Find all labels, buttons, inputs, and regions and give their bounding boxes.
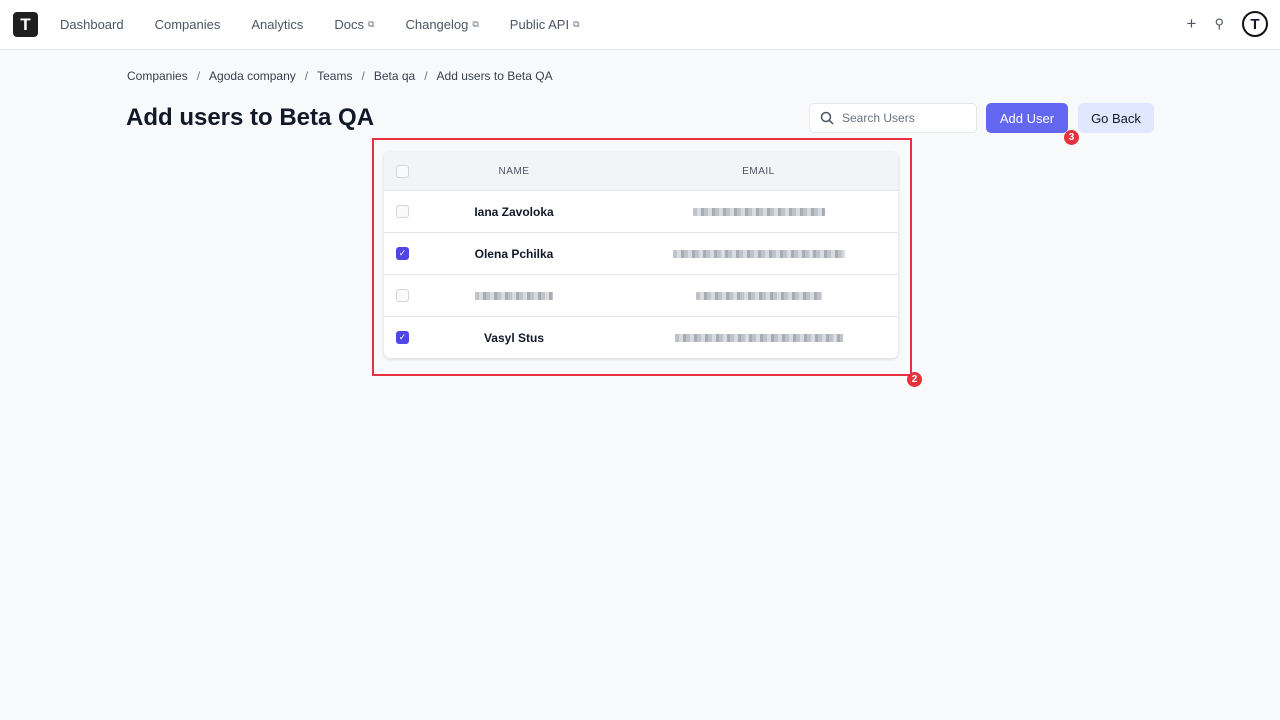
nav-label: Public API — [509, 17, 570, 32]
annotation-badge: 2 — [907, 372, 922, 387]
breadcrumb-current: Add users to Beta QA — [436, 69, 553, 83]
column-email: EMAIL — [742, 165, 775, 177]
nav-dashboard[interactable]: Dashboard — [60, 17, 124, 32]
table-row[interactable] — [384, 274, 898, 316]
search-icon — [820, 111, 834, 125]
nav-changelog[interactable]: Changelog ⧉ — [405, 17, 478, 32]
breadcrumb-company[interactable]: Agoda company — [209, 69, 296, 83]
nav-docs[interactable]: Docs ⧉ — [334, 17, 374, 32]
logo[interactable]: T — [13, 12, 38, 37]
select-all-checkbox[interactable] — [396, 164, 409, 178]
nav-analytics[interactable]: Analytics — [251, 17, 303, 32]
nav-public-api[interactable]: Public API ⧉ — [510, 17, 580, 32]
external-link-icon: ⧉ — [472, 19, 479, 29]
help-search-icon[interactable]: ⚲ — [1214, 16, 1224, 31]
breadcrumb-teams[interactable]: Teams — [317, 69, 353, 83]
add-user-button[interactable]: Add User — [986, 103, 1068, 133]
breadcrumb-separator: / — [196, 69, 201, 83]
user-email-redacted — [619, 289, 898, 303]
row-checkbox[interactable] — [396, 289, 409, 302]
breadcrumb-separator: / — [304, 69, 309, 83]
column-name: NAME — [498, 165, 530, 177]
row-checkbox[interactable]: ✓ — [396, 331, 409, 344]
highlight-box — [372, 138, 912, 376]
breadcrumb-separator: / — [361, 69, 365, 83]
top-nav: T Dashboard Companies Analytics Docs ⧉ Ch… — [0, 0, 1280, 50]
breadcrumb-companies[interactable]: Companies — [127, 69, 188, 83]
avatar[interactable]: T — [1242, 11, 1268, 37]
annotation-badge: 3 — [1064, 130, 1079, 145]
search-placeholder: Search Users — [842, 111, 915, 125]
table-row[interactable]: Iana Zavoloka — [384, 190, 898, 232]
user-name: Vasyl Stus — [483, 330, 545, 345]
user-email-redacted — [619, 247, 898, 261]
nav-label: Companies — [154, 17, 221, 32]
users-table: NAME EMAIL Iana Zavoloka ✓ Olena Pchilka… — [384, 152, 898, 358]
page-title: Add users to Beta QA — [126, 104, 375, 131]
user-name: Olena Pchilka — [474, 246, 554, 261]
plus-icon[interactable]: + — [1186, 14, 1197, 33]
nav-companies[interactable]: Companies — [155, 17, 221, 32]
table-header: NAME EMAIL — [384, 152, 898, 190]
external-link-icon: ⧉ — [368, 19, 375, 29]
user-name-redacted — [409, 289, 619, 303]
nav-label: Dashboard — [60, 17, 124, 32]
breadcrumb: Companies / Agoda company / Teams / Beta qa… — [127, 69, 553, 83]
nav-label: Analytics — [251, 17, 304, 32]
search-input[interactable]: Search Users — [809, 103, 977, 133]
user-email-redacted — [619, 331, 898, 345]
nav-label: Changelog — [405, 17, 469, 32]
row-checkbox[interactable]: ✓ — [396, 247, 409, 260]
row-checkbox[interactable] — [396, 205, 409, 218]
breadcrumb-separator: / — [424, 69, 428, 83]
external-link-icon: ⧉ — [573, 19, 580, 29]
user-name: Iana Zavoloka — [474, 204, 554, 219]
breadcrumb-team[interactable]: Beta qa — [373, 69, 416, 83]
nav-label: Docs — [334, 17, 365, 32]
table-row[interactable]: ✓ Olena Pchilka — [384, 232, 898, 274]
user-email-redacted — [619, 205, 898, 219]
go-back-button[interactable]: Go Back — [1078, 103, 1154, 133]
table-row[interactable]: ✓ Vasyl Stus — [384, 316, 898, 358]
